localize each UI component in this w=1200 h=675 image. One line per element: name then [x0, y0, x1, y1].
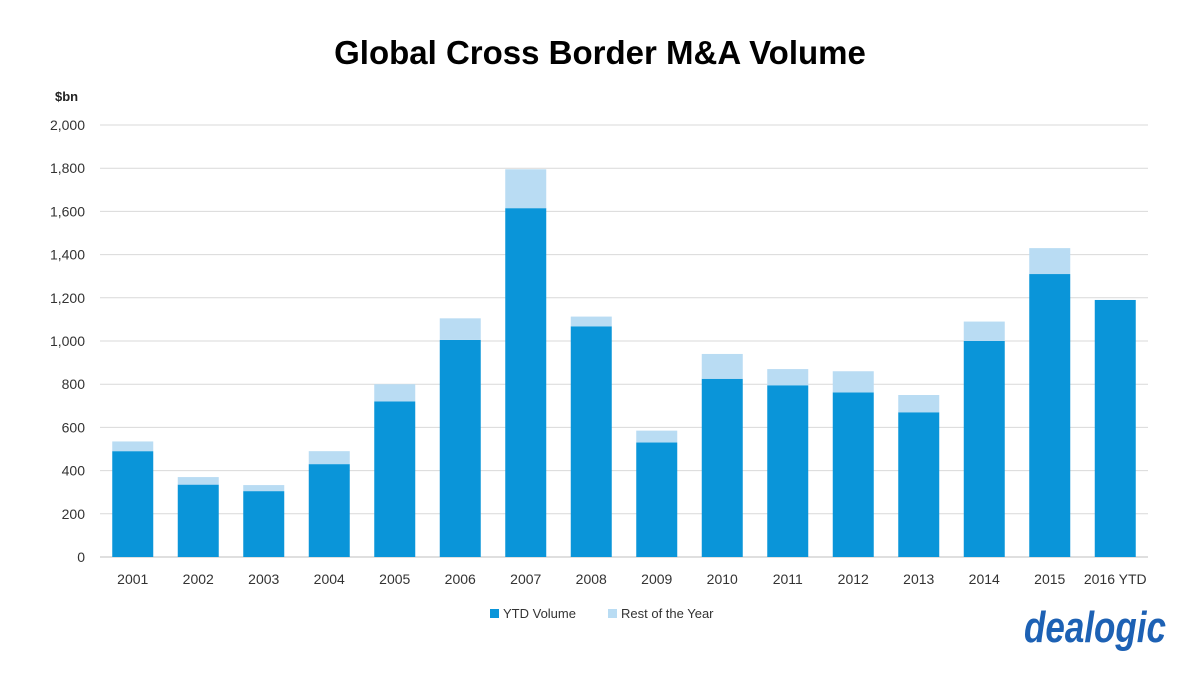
bar-rest-of-year	[505, 169, 547, 209]
bar-rest-of-year	[243, 485, 285, 492]
x-tick-label: 2015	[1034, 571, 1065, 587]
bar-ytd-volume	[832, 392, 874, 557]
bar-ytd-volume	[308, 464, 350, 557]
bar-rest-of-year	[177, 477, 219, 485]
x-tick-label: 2013	[903, 571, 934, 587]
bar-ytd-volume	[112, 451, 154, 557]
y-tick-label: 1,200	[50, 290, 85, 306]
bar-ytd-volume	[1029, 274, 1071, 557]
x-tick-label: 2016 YTD	[1084, 571, 1147, 587]
legend-swatch-ytd-volume	[490, 609, 499, 618]
x-tick-label: 2003	[248, 571, 279, 587]
bar-ytd-volume	[767, 385, 809, 557]
x-tick-label: 2007	[510, 571, 541, 587]
x-tick-label: 2004	[314, 571, 345, 587]
y-tick-label: 1,400	[50, 247, 85, 263]
x-tick-label: 2014	[969, 571, 1000, 587]
bar-rest-of-year	[701, 353, 743, 379]
x-tick-label: 2005	[379, 571, 410, 587]
y-tick-label: 600	[62, 419, 86, 435]
bar-rest-of-year	[374, 384, 416, 402]
legend-label-rest-of-year: Rest of the Year	[621, 606, 714, 621]
bar-rest-of-year	[112, 441, 154, 452]
y-tick-label: 1,600	[50, 203, 85, 219]
x-tick-label: 2010	[707, 571, 738, 587]
bar-rest-of-year	[308, 451, 350, 465]
bar-rest-of-year	[1029, 248, 1071, 275]
bar-ytd-volume	[177, 484, 219, 557]
bar-ytd-volume	[570, 326, 612, 557]
bar-ytd-volume	[439, 339, 481, 557]
y-unit-label: $bn	[55, 89, 78, 104]
bar-ytd-volume	[1094, 299, 1136, 557]
bar-rest-of-year	[767, 369, 809, 386]
y-tick-label: 1,000	[50, 333, 85, 349]
bar-ytd-volume	[636, 442, 678, 557]
x-tick-label: 2012	[838, 571, 869, 587]
bar-rest-of-year	[832, 371, 874, 393]
y-tick-label: 800	[62, 376, 86, 392]
bar-ytd-volume	[701, 378, 743, 557]
y-tick-label: 2,000	[50, 117, 85, 133]
bar-ytd-volume	[243, 491, 285, 557]
bar-ytd-volume	[963, 341, 1005, 557]
bar-ytd-volume	[505, 208, 547, 557]
x-tick-label: 2006	[445, 571, 476, 587]
chart-title: Global Cross Border M&A Volume	[334, 34, 866, 71]
x-tick-label: 2001	[117, 571, 148, 587]
x-tick-label: 2002	[183, 571, 214, 587]
dealogic-logo: dealogic	[1024, 603, 1166, 652]
x-tick-label: 2009	[641, 571, 672, 587]
bar-rest-of-year	[898, 395, 940, 413]
y-tick-label: 400	[62, 463, 86, 479]
bar-ytd-volume	[898, 412, 940, 557]
bar-rest-of-year	[636, 430, 678, 443]
y-tick-label: 200	[62, 506, 86, 522]
x-tick-label: 2011	[773, 571, 803, 587]
x-tick-label: 2008	[576, 571, 607, 587]
svg-text:dealogic: dealogic	[1024, 603, 1166, 652]
bar-ytd-volume	[374, 401, 416, 557]
y-tick-label: 1,800	[50, 160, 85, 176]
bar-rest-of-year	[570, 316, 612, 327]
bar-rest-of-year	[439, 318, 481, 340]
legend-label-ytd-volume: YTD Volume	[503, 606, 576, 621]
y-tick-label: 0	[77, 549, 85, 565]
bar-rest-of-year	[963, 321, 1005, 341]
legend-swatch-rest-of-year	[608, 609, 617, 618]
